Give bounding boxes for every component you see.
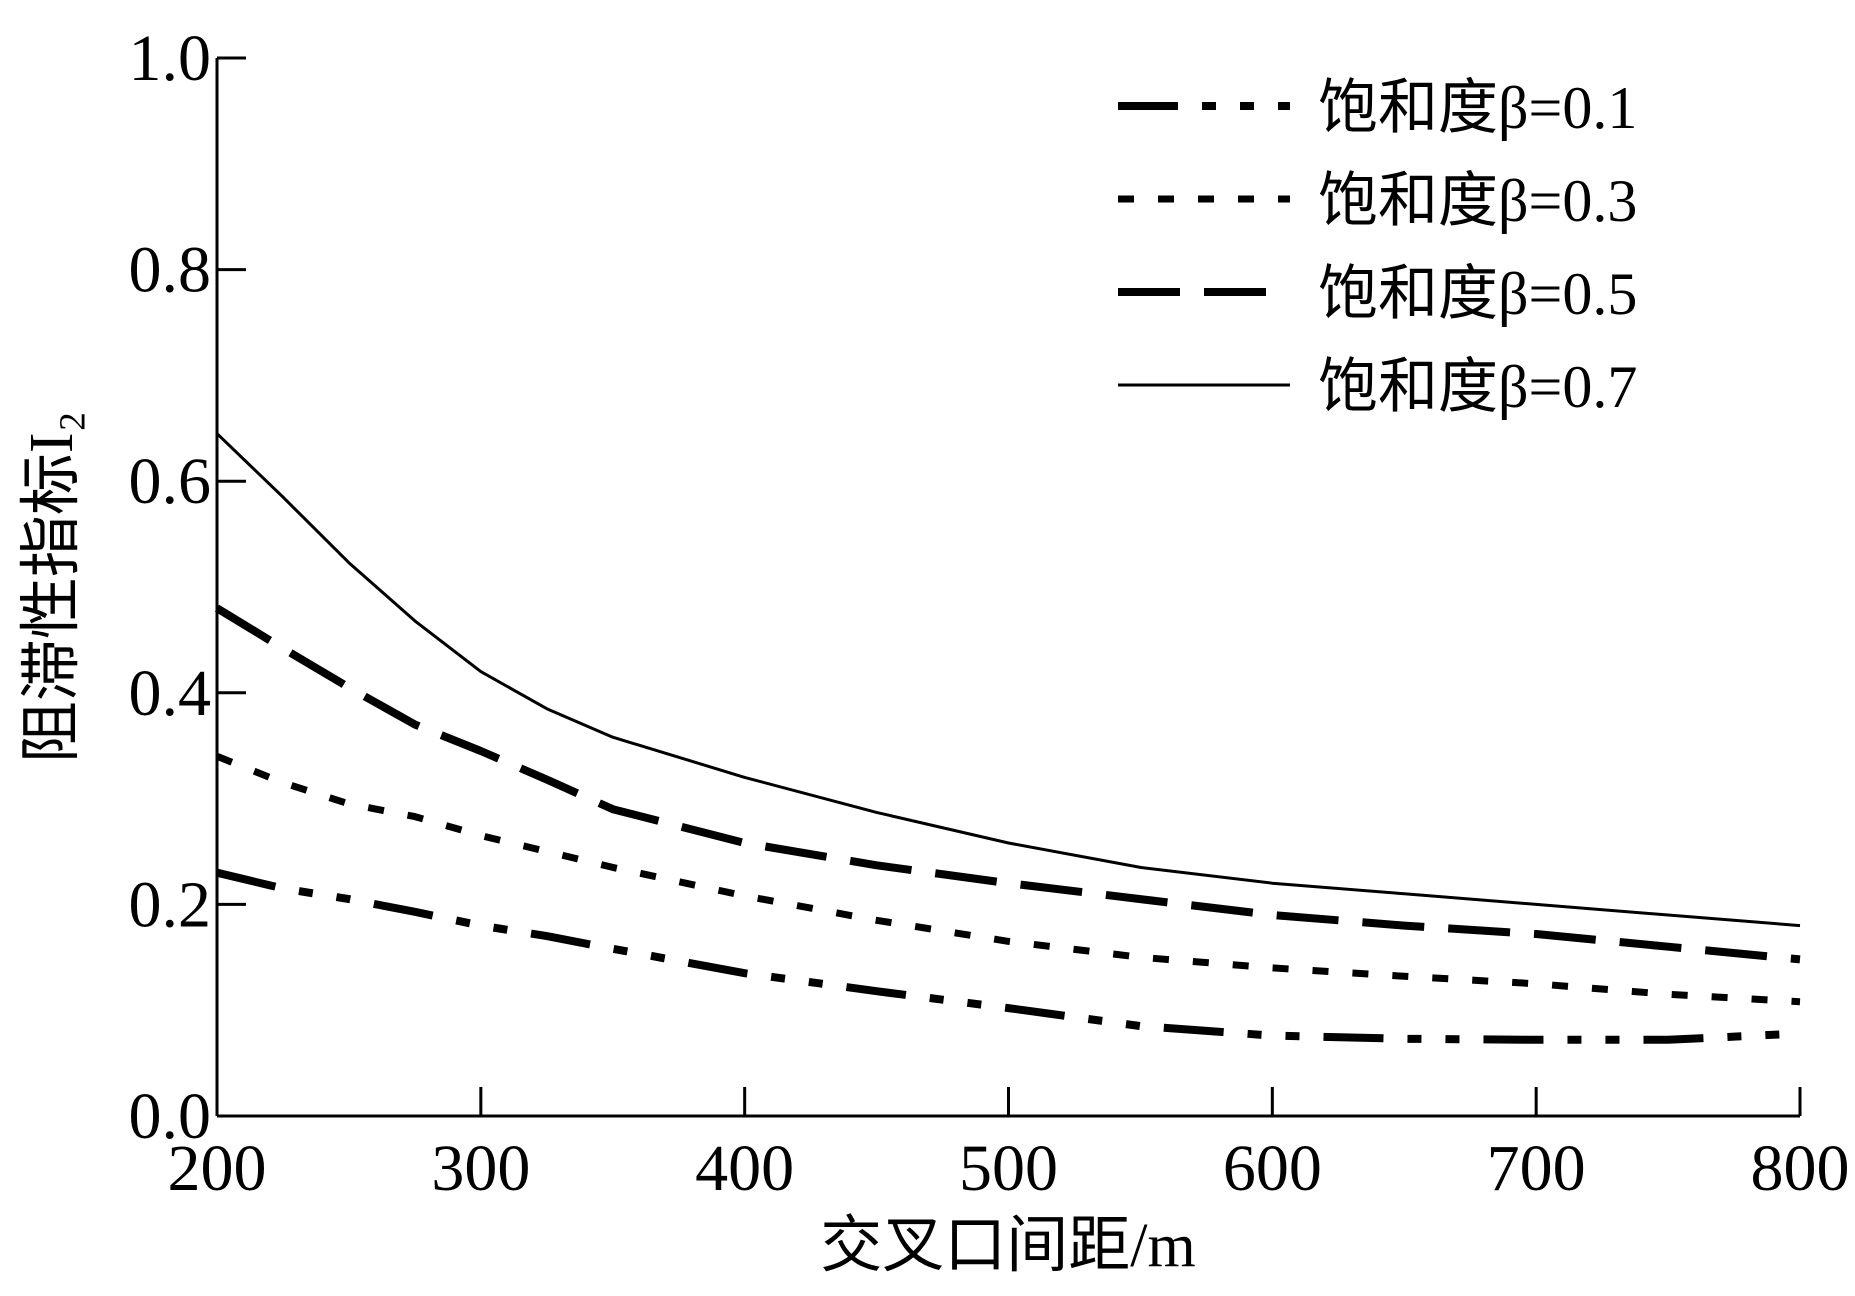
y-tick-label: 0.0 bbox=[129, 1080, 212, 1153]
y-tick-label: 0.6 bbox=[129, 445, 212, 518]
y-tick-label: 0.4 bbox=[129, 657, 212, 730]
legend-label: 饱和度β=0.1 bbox=[1318, 75, 1637, 141]
legend-label: 饱和度β=0.5 bbox=[1318, 261, 1637, 327]
y-axis-ticks: 0.0 0.2 0.4 0.6 0.8 1.0 bbox=[129, 22, 246, 1153]
x-axis-title: 交叉口间距/m bbox=[820, 1212, 1195, 1280]
x-tick-label: 800 bbox=[1751, 1132, 1850, 1205]
x-axis-ticks: 200 300 400 500 600 700 800 bbox=[168, 1087, 1850, 1205]
series-line bbox=[214, 604, 1801, 964]
series-lines bbox=[214, 432, 1801, 1044]
x-tick-label: 200 bbox=[168, 1132, 267, 1205]
legend-label: 饱和度β=0.7 bbox=[1318, 354, 1637, 420]
legend-label: 饱和度β=0.3 bbox=[1318, 168, 1637, 234]
series-line bbox=[215, 432, 1801, 928]
y-tick-label: 1.0 bbox=[129, 22, 212, 95]
x-tick-label: 700 bbox=[1487, 1132, 1586, 1205]
x-tick-label: 300 bbox=[431, 1132, 530, 1205]
y-tick-label: 0.2 bbox=[129, 868, 212, 941]
y-tick-label: 0.8 bbox=[129, 234, 212, 307]
x-tick-label: 600 bbox=[1223, 1132, 1322, 1205]
series-line bbox=[215, 753, 1801, 1006]
x-tick-label: 500 bbox=[959, 1132, 1058, 1205]
y-axis-title: 阻滞性指标I₂ bbox=[18, 411, 86, 763]
series-line bbox=[216, 868, 1801, 1044]
x-tick-label: 400 bbox=[695, 1132, 794, 1205]
legend: 饱和度β=0.1 饱和度β=0.3 饱和度β=0.5 饱和度β=0.7 bbox=[1118, 75, 1637, 420]
